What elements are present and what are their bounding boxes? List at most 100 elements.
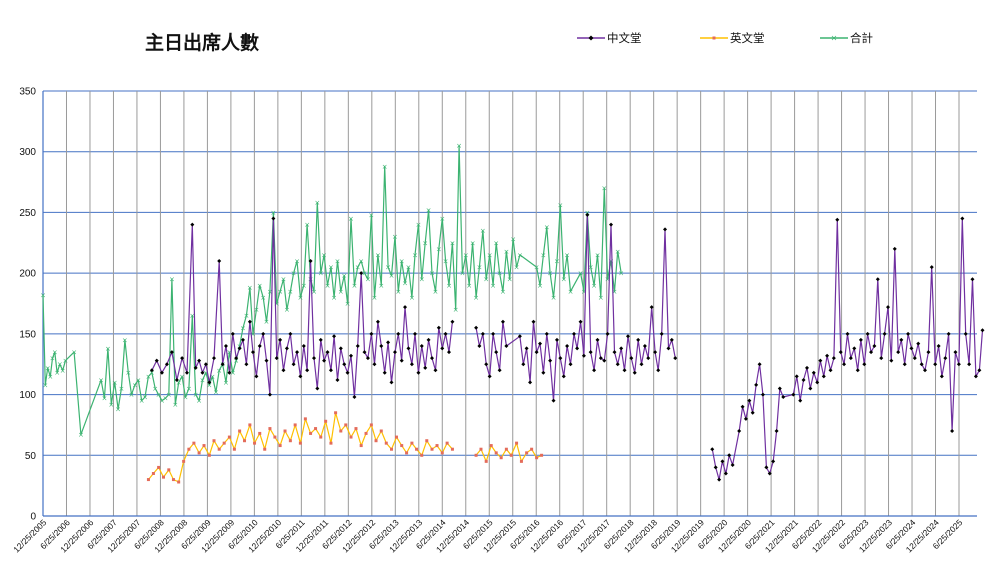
data-point <box>818 358 823 363</box>
data-point: × <box>162 395 168 403</box>
data-point <box>491 331 496 336</box>
x-axis-ticks: 12/25/20056/25/200612/25/20066/25/200712… <box>11 517 964 554</box>
data-point: × <box>172 401 178 409</box>
data-point: × <box>605 276 611 284</box>
data-point <box>489 444 493 448</box>
data-point: × <box>470 239 476 247</box>
data-point <box>212 439 216 443</box>
data-point: × <box>551 294 557 302</box>
data-point <box>524 346 529 351</box>
data-point: × <box>257 282 263 290</box>
data-point <box>283 429 287 433</box>
data-point <box>419 344 424 348</box>
data-point <box>207 380 212 385</box>
data-point <box>815 380 820 385</box>
data-point <box>284 346 289 351</box>
data-point: × <box>105 345 111 353</box>
data-point <box>869 350 874 355</box>
data-point: × <box>581 288 587 296</box>
data-point <box>666 346 671 351</box>
data-point <box>423 365 428 370</box>
data-point <box>415 447 419 451</box>
data-point <box>760 392 765 397</box>
data-point: × <box>402 279 408 287</box>
data-point: × <box>365 276 371 284</box>
data-point: × <box>291 270 297 278</box>
data-point <box>328 368 333 373</box>
data-point: × <box>270 209 276 217</box>
data-point <box>359 271 364 276</box>
data-point: × <box>446 282 452 290</box>
data-point: × <box>301 282 307 290</box>
data-point <box>568 362 573 367</box>
data-point: × <box>125 369 131 377</box>
data-point: × <box>108 401 114 409</box>
data-point: × <box>122 336 128 344</box>
data-point: × <box>216 367 222 375</box>
chart-series: ××××××××××××××××××××××××××××××××××××××××… <box>40 142 985 484</box>
data-point <box>535 456 539 460</box>
data-point: × <box>375 251 381 259</box>
data-point <box>184 370 189 375</box>
data-point <box>171 478 175 482</box>
data-point <box>581 353 586 358</box>
data-point: × <box>284 306 290 314</box>
data-point: × <box>358 258 364 266</box>
data-point <box>375 319 380 324</box>
data-point <box>309 431 313 435</box>
data-point <box>359 444 363 448</box>
data-point <box>211 356 216 361</box>
chart-legend: 中文堂 英文堂 × 合計 <box>577 31 873 45</box>
data-point <box>777 386 782 391</box>
data-point <box>960 216 965 221</box>
data-point: × <box>503 248 509 256</box>
data-point <box>943 356 948 361</box>
data-point <box>222 441 226 445</box>
data-point: × <box>588 264 594 272</box>
data-point <box>474 325 479 330</box>
data-point <box>447 350 452 355</box>
data-point <box>480 331 485 336</box>
data-point <box>872 344 877 348</box>
y-tick-label: 350 <box>19 87 36 98</box>
data-point <box>519 459 523 463</box>
data-point <box>541 370 546 375</box>
data-point <box>595 337 600 342</box>
data-point: × <box>466 282 472 290</box>
data-point <box>571 331 576 336</box>
data-point <box>804 365 809 370</box>
data-point <box>750 410 755 415</box>
data-point: × <box>554 258 560 266</box>
data-point <box>274 356 279 361</box>
data-point <box>263 447 267 451</box>
data-point <box>862 362 867 367</box>
data-point <box>723 471 728 476</box>
data-point: × <box>240 324 246 332</box>
data-point: × <box>331 294 337 302</box>
data-point: × <box>507 276 513 284</box>
data-point <box>261 331 266 336</box>
data-point <box>499 456 503 460</box>
data-point <box>223 344 228 348</box>
data-point: × <box>436 245 442 253</box>
data-point <box>509 453 513 457</box>
data-point: × <box>510 236 516 244</box>
data-point: × <box>355 264 361 272</box>
data-point: × <box>145 373 151 381</box>
data-point <box>329 441 333 445</box>
data-point <box>902 362 907 367</box>
data-point: × <box>419 276 425 284</box>
y-tick-label: 50 <box>25 451 37 462</box>
data-point: × <box>362 270 368 278</box>
data-point <box>950 429 955 433</box>
data-point <box>747 398 752 403</box>
data-point <box>450 319 455 324</box>
data-point: × <box>189 312 195 320</box>
data-point <box>494 451 498 455</box>
data-point: × <box>47 373 53 381</box>
data-point: × <box>267 288 273 296</box>
data-point <box>379 429 383 433</box>
data-point <box>879 356 884 361</box>
data-point <box>484 362 489 367</box>
